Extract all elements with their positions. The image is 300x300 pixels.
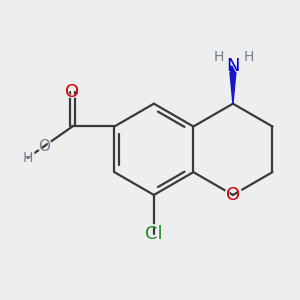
Text: N: N <box>226 57 240 75</box>
Text: O: O <box>65 83 80 101</box>
Polygon shape <box>230 66 236 104</box>
Text: H: H <box>20 149 35 167</box>
Text: O: O <box>38 139 50 154</box>
Text: H: H <box>241 48 256 66</box>
Text: Cl: Cl <box>142 224 166 244</box>
Text: N: N <box>224 56 242 76</box>
Text: O: O <box>63 82 82 102</box>
Text: H: H <box>22 151 33 165</box>
Text: Cl: Cl <box>145 225 163 243</box>
Text: H: H <box>211 48 226 66</box>
Text: O: O <box>226 186 240 204</box>
Text: H: H <box>243 50 254 64</box>
Text: H: H <box>213 50 224 64</box>
Text: O: O <box>36 136 53 156</box>
Text: O: O <box>224 185 242 205</box>
